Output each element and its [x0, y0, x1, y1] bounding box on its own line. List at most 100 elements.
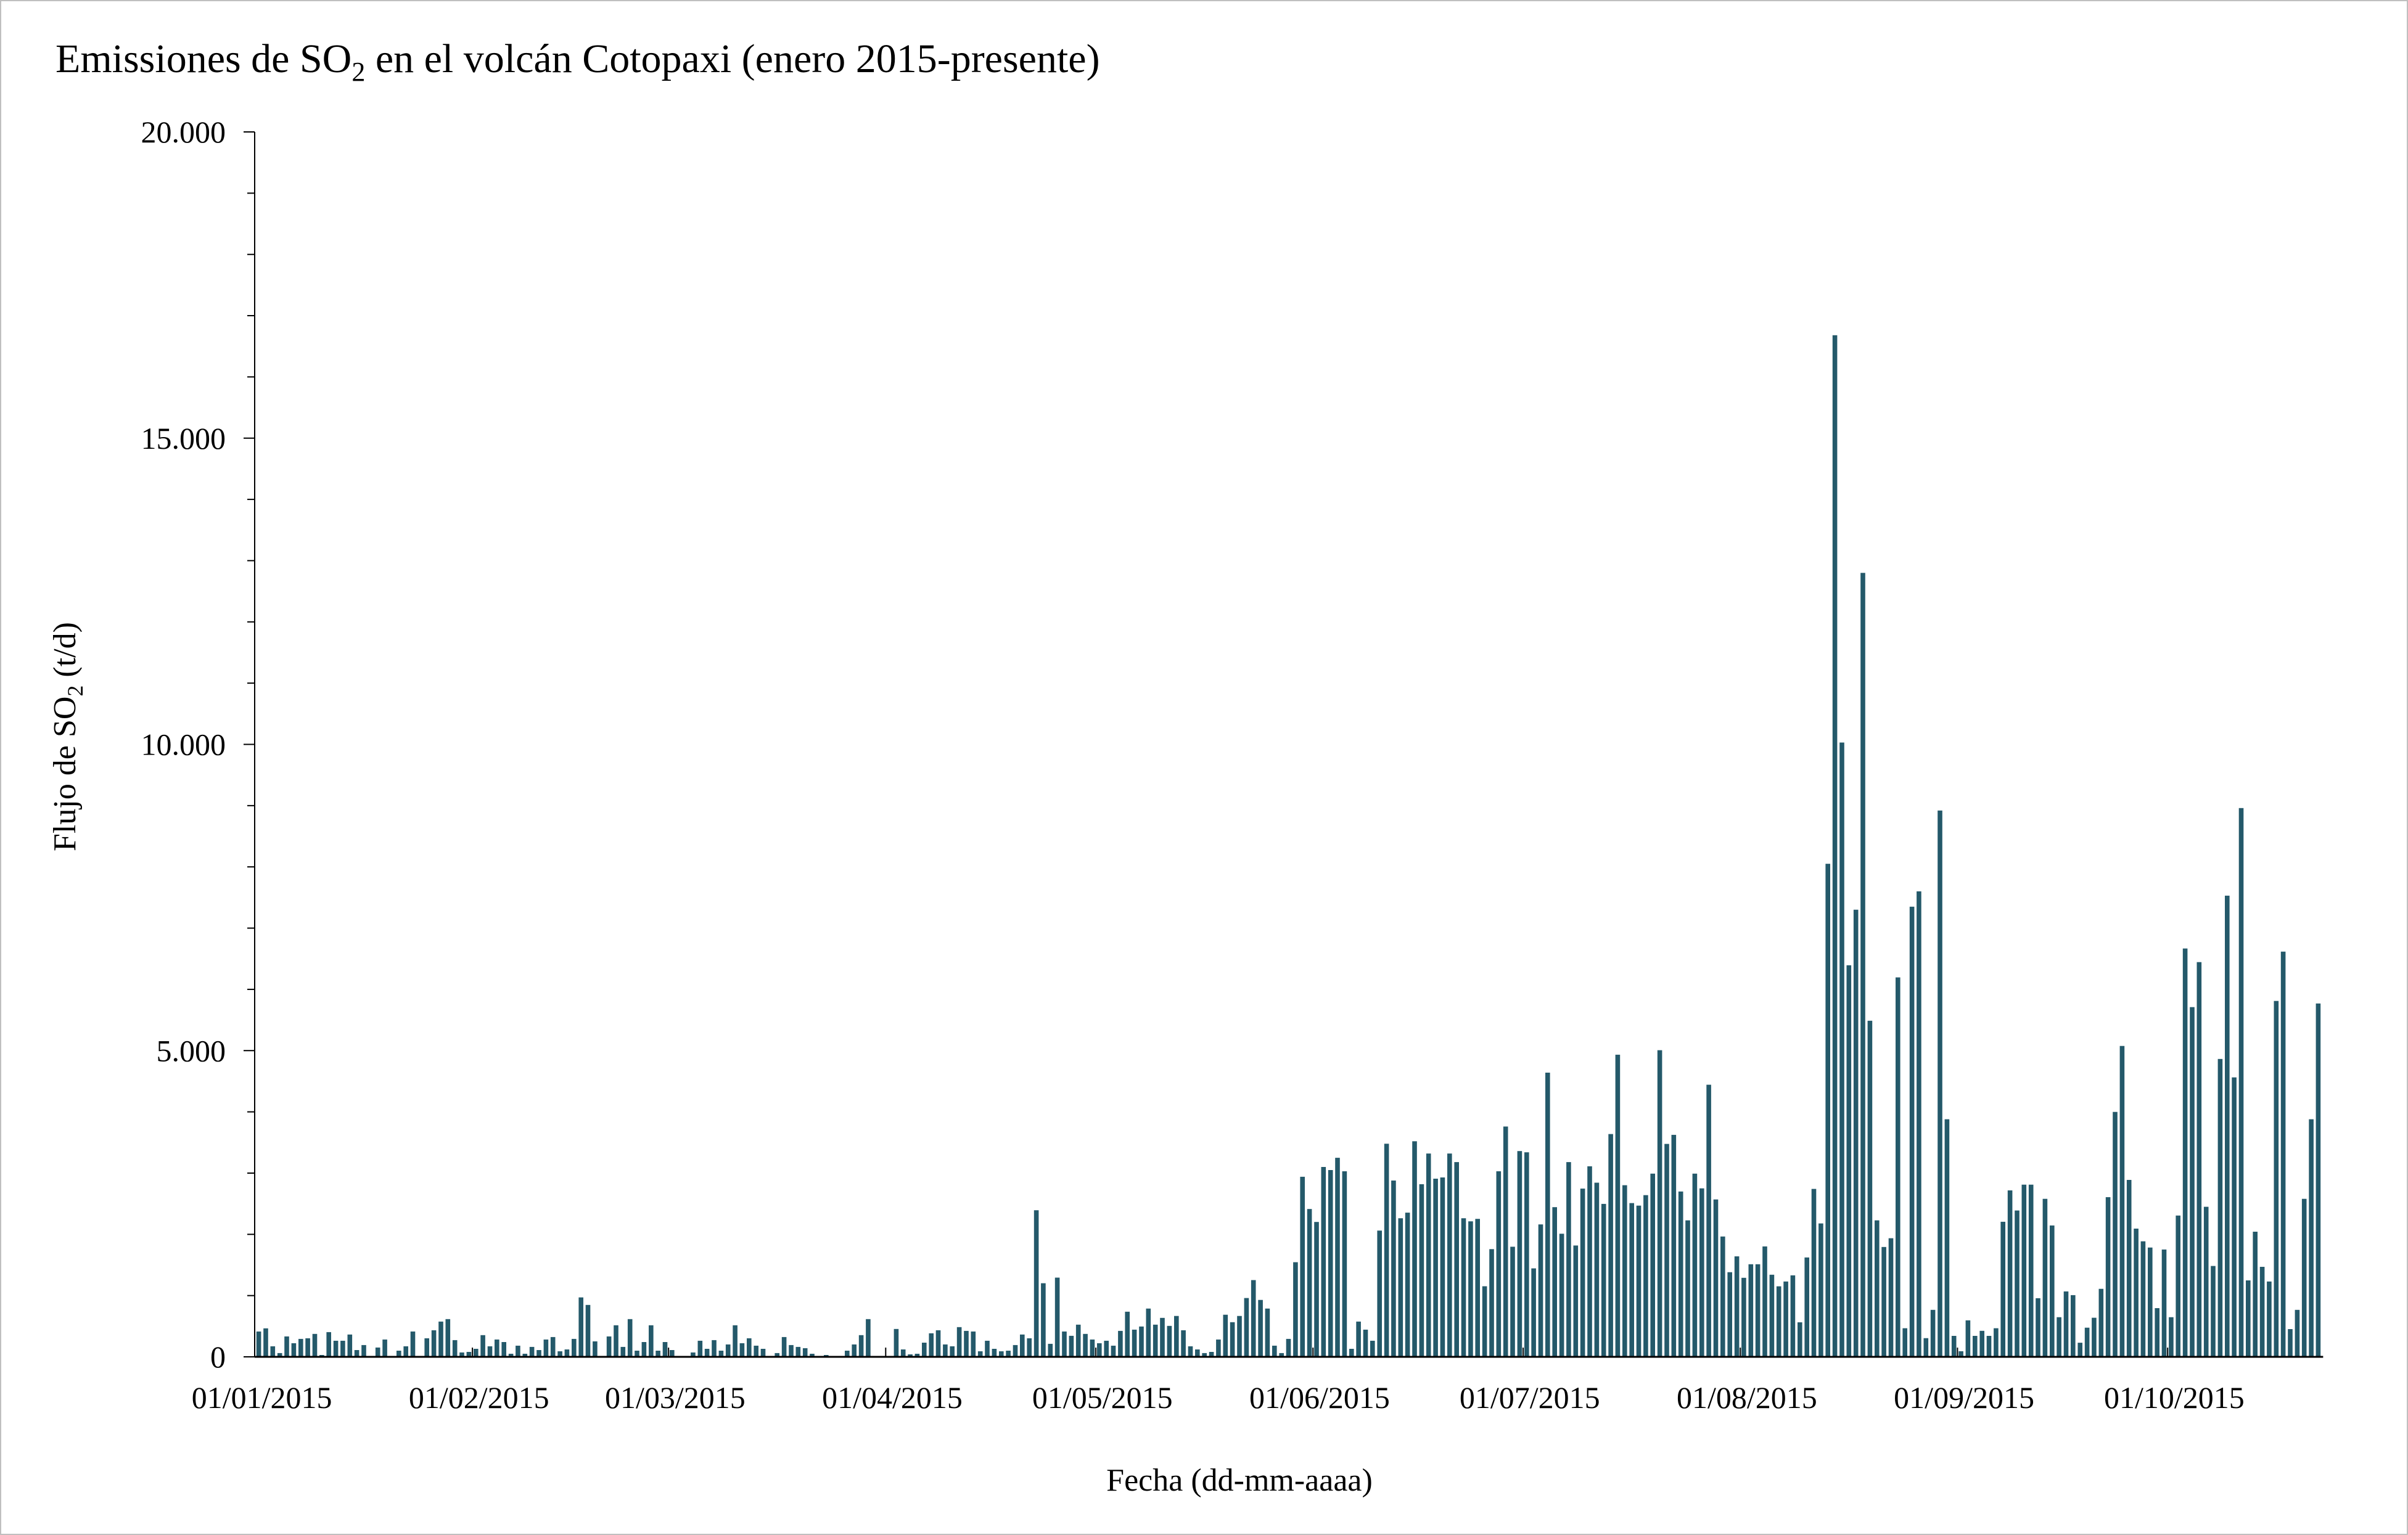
y-tick-label: 20.000: [141, 115, 226, 149]
bar: [2203, 1206, 2209, 1357]
bar: [655, 1351, 660, 1357]
bar: [347, 1334, 353, 1357]
bar: [1300, 1176, 1305, 1357]
bar: [1321, 1167, 1326, 1357]
bar: [2169, 1317, 2174, 1357]
bar: [2274, 1001, 2279, 1357]
bar: [1237, 1316, 1242, 1357]
bar: [578, 1297, 583, 1357]
y-axis-title: Flujo de SO2 (t/d): [47, 622, 88, 851]
bar: [1741, 1277, 1746, 1357]
bar: [1671, 1134, 1677, 1357]
bar: [312, 1333, 318, 1357]
bar: [775, 1353, 779, 1357]
bar: [2007, 1190, 2013, 1357]
bar: [1559, 1234, 1564, 1357]
bar: [326, 1332, 331, 1357]
bar: [739, 1343, 745, 1357]
x-tick-label: 01/10/2015: [2104, 1380, 2245, 1415]
bar: [1412, 1141, 1417, 1357]
bar: [1384, 1144, 1389, 1357]
bar: [2316, 1003, 2321, 1357]
bar: [1251, 1280, 1256, 1357]
bar: [606, 1336, 612, 1357]
bar: [2211, 1266, 2216, 1357]
bar: [1545, 1073, 1550, 1357]
bar: [1636, 1205, 1642, 1357]
x-tick-label: 01/04/2015: [822, 1380, 963, 1415]
bar: [1580, 1189, 1585, 1357]
bar: [1328, 1170, 1333, 1357]
bar: [627, 1319, 633, 1357]
bar: [1307, 1209, 1312, 1357]
bar: [1979, 1330, 1984, 1357]
bar: [284, 1336, 289, 1357]
bar: [1293, 1262, 1298, 1357]
bar: [1419, 1184, 1424, 1357]
x-tick-label: 01/05/2015: [1032, 1380, 1173, 1415]
bar: [1755, 1264, 1761, 1357]
bar: [1496, 1171, 1502, 1357]
bar: [536, 1350, 541, 1357]
chart-title: Emissiones de SO2 en el volcán Cotopaxi …: [55, 36, 1100, 87]
x-tick-label: 01/03/2015: [605, 1380, 746, 1415]
bar: [2309, 1119, 2314, 1357]
bar: [795, 1346, 801, 1357]
bar: [1762, 1246, 1767, 1357]
bar: [914, 1354, 920, 1357]
bar: [1692, 1173, 1698, 1357]
bar: [361, 1345, 366, 1357]
bar: [1699, 1188, 1704, 1357]
bar: [2182, 948, 2188, 1357]
bar: [1202, 1353, 1207, 1357]
bar: [789, 1345, 794, 1357]
bar: [2015, 1210, 2020, 1357]
bar: [1965, 1320, 1971, 1357]
bar: [1503, 1126, 1508, 1357]
bar: [1405, 1213, 1410, 1357]
bar: [452, 1340, 458, 1357]
bar: [2092, 1317, 2097, 1357]
bar: [1930, 1309, 1936, 1357]
bar: [733, 1325, 738, 1357]
bar: [1398, 1218, 1403, 1357]
y-tick-label: 15.000: [141, 421, 226, 456]
bar: [1657, 1050, 1662, 1357]
bar: [1391, 1181, 1396, 1357]
bar: [1902, 1328, 1907, 1357]
bar: [691, 1352, 696, 1357]
bar: [712, 1340, 717, 1357]
bar: [445, 1319, 451, 1357]
bar: [614, 1325, 618, 1357]
bar: [900, 1349, 906, 1357]
bar: [943, 1344, 948, 1357]
bar: [1615, 1054, 1621, 1357]
bar: [495, 1339, 499, 1357]
bar: [1587, 1166, 1592, 1357]
bar: [2196, 962, 2202, 1357]
bar: [1027, 1338, 1032, 1357]
bar: [466, 1352, 472, 1357]
bar: [508, 1354, 514, 1357]
bar: [935, 1330, 941, 1357]
bar: [1790, 1275, 1796, 1357]
bar: [2259, 1267, 2265, 1357]
bar: [1573, 1245, 1579, 1357]
x-tick-label: 01/08/2015: [1677, 1380, 1817, 1415]
bar: [1286, 1338, 1291, 1357]
bar: [1433, 1179, 1438, 1357]
bar: [1132, 1329, 1137, 1357]
bar: [718, 1351, 724, 1357]
bar: [2295, 1309, 2300, 1357]
bar: [1566, 1162, 1571, 1357]
bar: [1678, 1191, 1683, 1357]
bar: [1258, 1300, 1263, 1357]
bar: [971, 1331, 976, 1357]
bar: [1125, 1311, 1130, 1357]
bar: [1748, 1264, 1754, 1357]
bar: [2280, 951, 2286, 1357]
bar: [1706, 1084, 1711, 1357]
bar: [1994, 1328, 1999, 1357]
bar: [1734, 1256, 1740, 1357]
x-tick-label: 01/07/2015: [1460, 1380, 1600, 1415]
